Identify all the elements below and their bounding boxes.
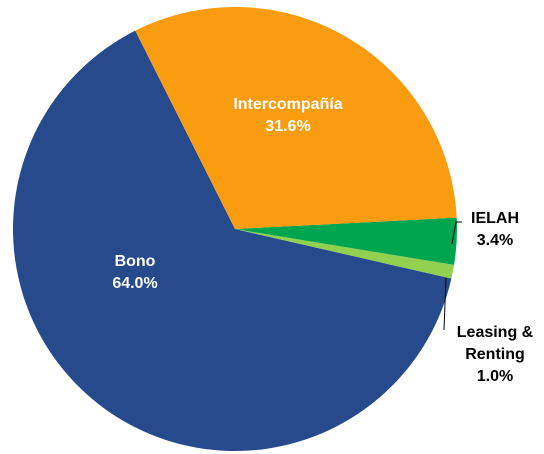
slice-value: 31.6% [265,118,311,135]
slice-value: 1.0% [476,368,514,385]
slice-name: Bono [114,253,156,270]
data-label: Intercompañía 31.6% [233,94,342,138]
data-label: IELAH 3.4% [471,208,519,252]
slice-value: 3.4% [476,232,514,249]
leader-line [451,221,462,245]
pie-slice [135,6,457,229]
pie-slice [235,229,455,279]
data-label: Leasing & Renting 1.0% [445,322,544,388]
data-label: Bono 64.0% [112,251,157,295]
leader-line [443,277,447,331]
slice-value: 64.0% [112,275,158,292]
slice-name: Intercompañía [233,96,343,113]
slice-name: Leasing & Renting [456,324,534,363]
pie-slice [12,30,452,452]
pie-slice [235,217,457,265]
slice-name: IELAH [471,210,519,227]
